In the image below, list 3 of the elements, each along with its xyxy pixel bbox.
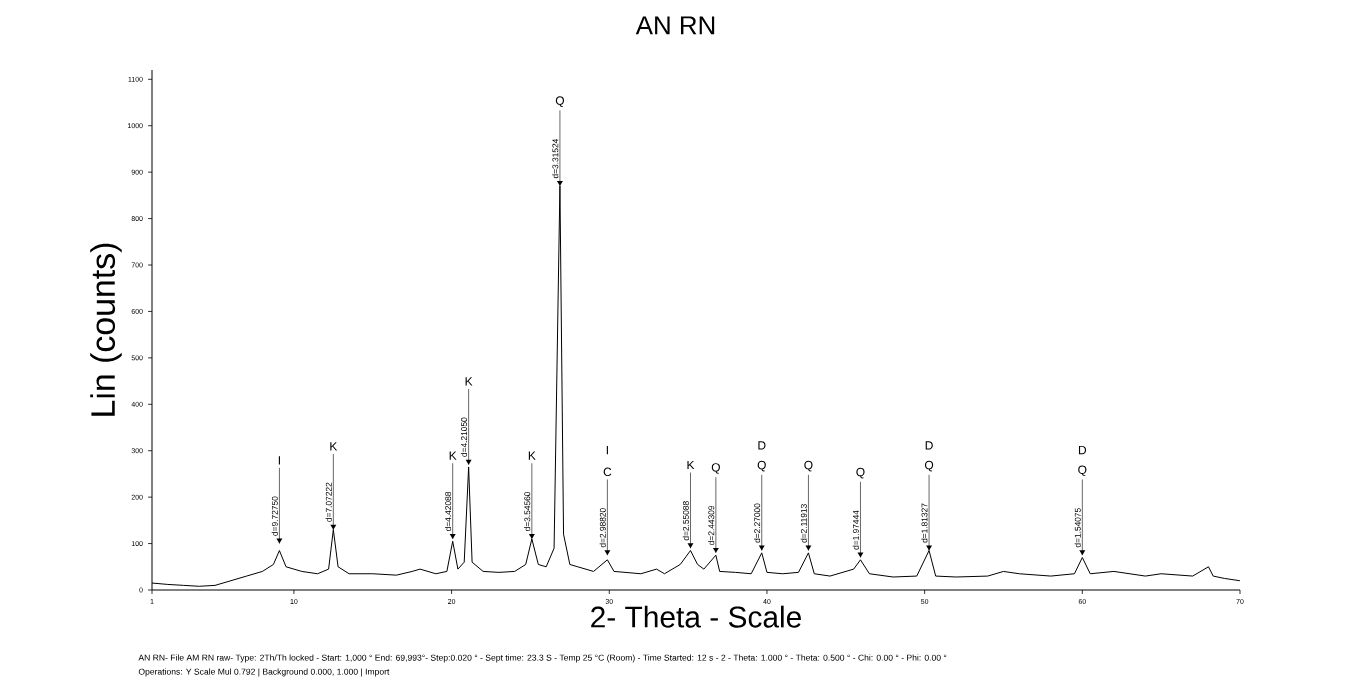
x-axis-title: 2- Theta - Scale xyxy=(591,605,801,628)
y-axis-title: Lin (counts) xyxy=(90,243,122,416)
chart-title: AN RN xyxy=(635,16,715,35)
